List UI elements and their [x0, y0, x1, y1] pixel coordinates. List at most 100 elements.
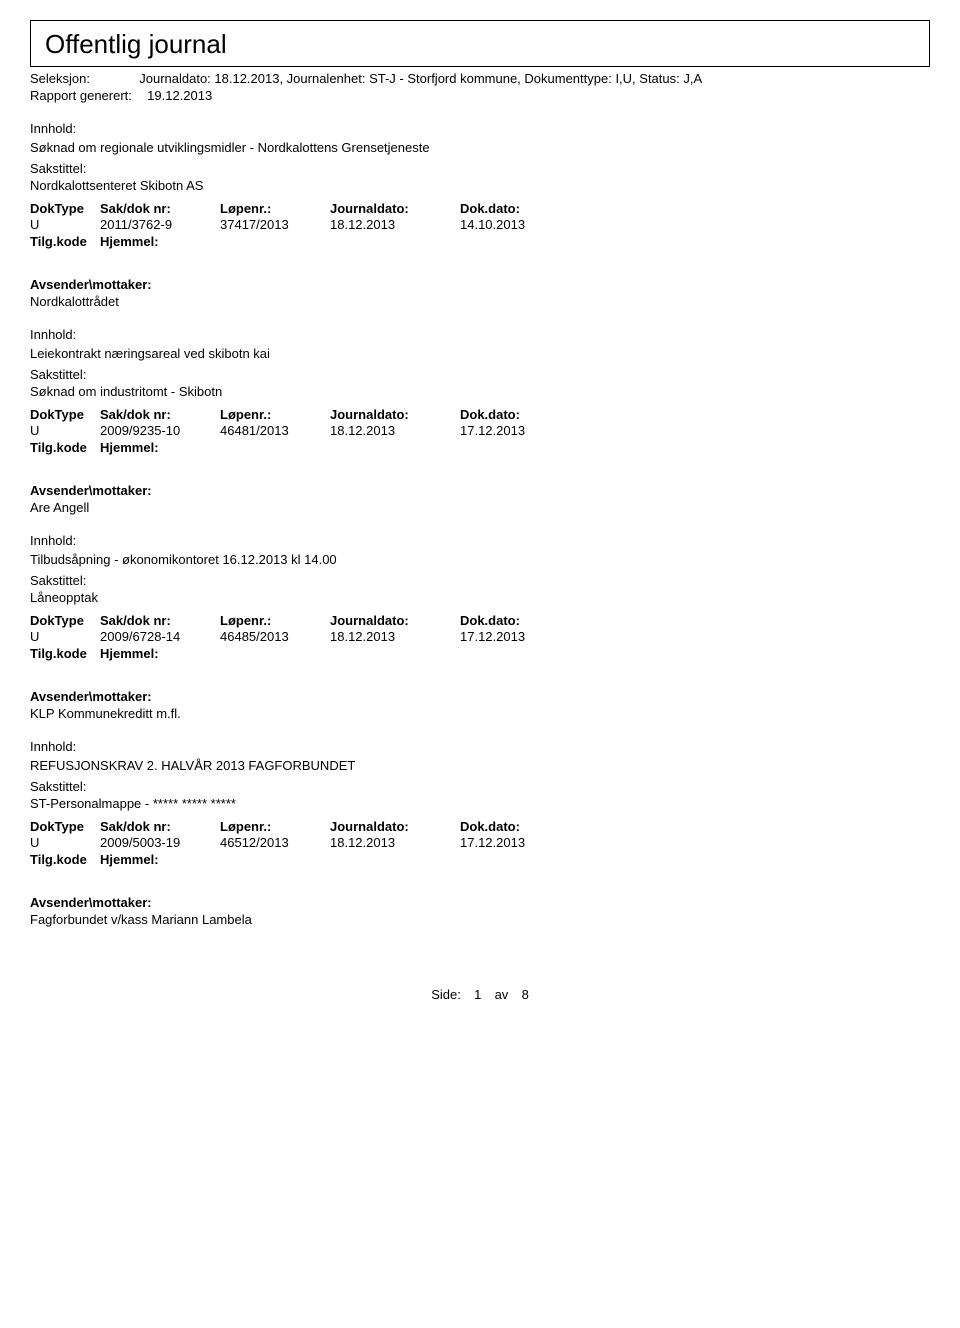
avsender-block: Avsender\mottaker: Fagforbundet v/kass Ma…	[30, 895, 930, 927]
col-sakdok-label: Sak/dok nr:	[100, 201, 220, 216]
innhold-label: Innhold:	[30, 327, 930, 342]
sakdok-value: 2011/3762-9	[100, 217, 220, 232]
columns-header: DokTypeSak/dok nr:Løpenr.:Journaldato:Do…	[30, 819, 930, 834]
innhold-text: Leiekontrakt næringsareal ved skibotn ka…	[30, 346, 930, 361]
col-sakdok-label: Sak/dok nr:	[100, 407, 220, 422]
col-dokdato-label: Dok.dato:	[460, 201, 580, 216]
dokdato-value: 14.10.2013	[460, 217, 580, 232]
innhold-label: Innhold:	[30, 739, 930, 754]
hjemmel-row: Tilg.kodeHjemmel:	[30, 440, 930, 455]
dokdato-value: 17.12.2013	[460, 835, 580, 850]
sakstittel-label: Sakstittel:	[30, 367, 930, 382]
hjemmel-row: Tilg.kodeHjemmel:	[30, 234, 930, 249]
sakstittel-text: Søknad om industritomt - Skibotn	[30, 384, 930, 399]
sakstittel-text: ST-Personalmappe - ***** ***** *****	[30, 796, 930, 811]
doktype-value: U	[30, 217, 100, 232]
dokdato-value: 17.12.2013	[460, 423, 580, 438]
col-sakdok-label: Sak/dok nr:	[100, 819, 220, 834]
avsender-text: KLP Kommunekreditt m.fl.	[30, 706, 930, 721]
av-label: av	[495, 987, 509, 1002]
journal-entry: Innhold: Leiekontrakt næringsareal ved sk…	[30, 327, 930, 515]
hjemmel-label: Hjemmel:	[100, 646, 159, 661]
tilgkode-label: Tilg.kode	[30, 646, 100, 661]
tilgkode-label: Tilg.kode	[30, 440, 100, 455]
rapport-label: Rapport generert:	[30, 88, 132, 103]
avsender-label: Avsender\mottaker:	[30, 277, 930, 292]
journal-header-box: Offentlig journal	[30, 20, 930, 67]
lopenr-value: 46481/2013	[220, 423, 330, 438]
hjemmel-row: Tilg.kodeHjemmel:	[30, 646, 930, 661]
col-journaldato-label: Journaldato:	[330, 201, 460, 216]
avsender-block: Avsender\mottaker: Nordkalottrådet	[30, 277, 930, 309]
lopenr-value: 37417/2013	[220, 217, 330, 232]
page-footer: Side: 1 av 8	[30, 987, 930, 1002]
hjemmel-label: Hjemmel:	[100, 440, 159, 455]
columns-header: DokTypeSak/dok nr:Løpenr.:Journaldato:Do…	[30, 407, 930, 422]
hjemmel-label: Hjemmel:	[100, 234, 159, 249]
tilgkode-label: Tilg.kode	[30, 234, 100, 249]
avsender-block: Avsender\mottaker: KLP Kommunekreditt m.f…	[30, 689, 930, 721]
col-journaldato-label: Journaldato:	[330, 613, 460, 628]
col-lopenr-label: Løpenr.:	[220, 201, 330, 216]
sakdok-value: 2009/5003-19	[100, 835, 220, 850]
columns-header: DokTypeSak/dok nr:Løpenr.:Journaldato:Do…	[30, 613, 930, 628]
hjemmel-row: Tilg.kodeHjemmel:	[30, 852, 930, 867]
doktype-value: U	[30, 629, 100, 644]
dokdato-value: 17.12.2013	[460, 629, 580, 644]
journaldato-value: 18.12.2013	[330, 217, 460, 232]
col-doktype-label: DokType	[30, 407, 100, 422]
sakstittel-text: Låneopptak	[30, 590, 930, 605]
col-doktype-label: DokType	[30, 613, 100, 628]
lopenr-value: 46512/2013	[220, 835, 330, 850]
sakstittel-label: Sakstittel:	[30, 161, 930, 176]
avsender-label: Avsender\mottaker:	[30, 689, 930, 704]
columns-data: U2009/9235-1046481/201318.12.201317.12.2…	[30, 423, 930, 438]
journaldato-value: 18.12.2013	[330, 835, 460, 850]
innhold-text: Tilbudsåpning - økonomikontoret 16.12.20…	[30, 552, 930, 567]
col-journaldato-label: Journaldato:	[330, 819, 460, 834]
sakdok-value: 2009/9235-10	[100, 423, 220, 438]
avsender-text: Nordkalottrådet	[30, 294, 930, 309]
col-lopenr-label: Løpenr.:	[220, 819, 330, 834]
col-doktype-label: DokType	[30, 819, 100, 834]
page-container: Offentlig journal Seleksjon: Journaldato…	[0, 0, 960, 1032]
innhold-text: REFUSJONSKRAV 2. HALVÅR 2013 FAGFORBUNDE…	[30, 758, 930, 773]
doktype-value: U	[30, 835, 100, 850]
col-dokdato-label: Dok.dato:	[460, 407, 580, 422]
tilgkode-label: Tilg.kode	[30, 852, 100, 867]
avsender-label: Avsender\mottaker:	[30, 483, 930, 498]
page-current: 1	[474, 987, 481, 1002]
col-sakdok-label: Sak/dok nr:	[100, 613, 220, 628]
columns-data: U2009/5003-1946512/201318.12.201317.12.2…	[30, 835, 930, 850]
sakstittel-label: Sakstittel:	[30, 779, 930, 794]
innhold-text: Søknad om regionale utviklingsmidler - N…	[30, 140, 930, 155]
doktype-value: U	[30, 423, 100, 438]
journaldato-value: 18.12.2013	[330, 629, 460, 644]
col-dokdato-label: Dok.dato:	[460, 819, 580, 834]
seleksjon-row: Seleksjon: Journaldato: 18.12.2013, Jour…	[30, 71, 930, 86]
columns-data: U2011/3762-937417/201318.12.201314.10.20…	[30, 217, 930, 232]
avsender-text: Fagforbundet v/kass Mariann Lambela	[30, 912, 930, 927]
col-dokdato-label: Dok.dato:	[460, 613, 580, 628]
lopenr-value: 46485/2013	[220, 629, 330, 644]
col-lopenr-label: Løpenr.:	[220, 407, 330, 422]
seleksjon-label: Seleksjon:	[30, 71, 90, 86]
journal-entry: Innhold: REFUSJONSKRAV 2. HALVÅR 2013 FAG…	[30, 739, 930, 927]
innhold-label: Innhold:	[30, 533, 930, 548]
journal-entry: Innhold: Søknad om regionale utviklingsmi…	[30, 121, 930, 309]
col-doktype-label: DokType	[30, 201, 100, 216]
avsender-block: Avsender\mottaker:Are Angell	[30, 483, 930, 515]
col-lopenr-label: Løpenr.:	[220, 613, 330, 628]
innhold-label: Innhold:	[30, 121, 930, 136]
rapport-row: Rapport generert: 19.12.2013	[30, 88, 930, 103]
sakstittel-label: Sakstittel:	[30, 573, 930, 588]
hjemmel-label: Hjemmel:	[100, 852, 159, 867]
page-total: 8	[522, 987, 529, 1002]
journaldato-value: 18.12.2013	[330, 423, 460, 438]
col-journaldato-label: Journaldato:	[330, 407, 460, 422]
avsender-label: Avsender\mottaker:	[30, 895, 930, 910]
columns-header: DokTypeSak/dok nr:Løpenr.:Journaldato:Do…	[30, 201, 930, 216]
side-label: Side:	[431, 987, 461, 1002]
rapport-date: 19.12.2013	[147, 88, 212, 103]
sakstittel-text: Nordkalottsenteret Skibotn AS	[30, 178, 930, 193]
